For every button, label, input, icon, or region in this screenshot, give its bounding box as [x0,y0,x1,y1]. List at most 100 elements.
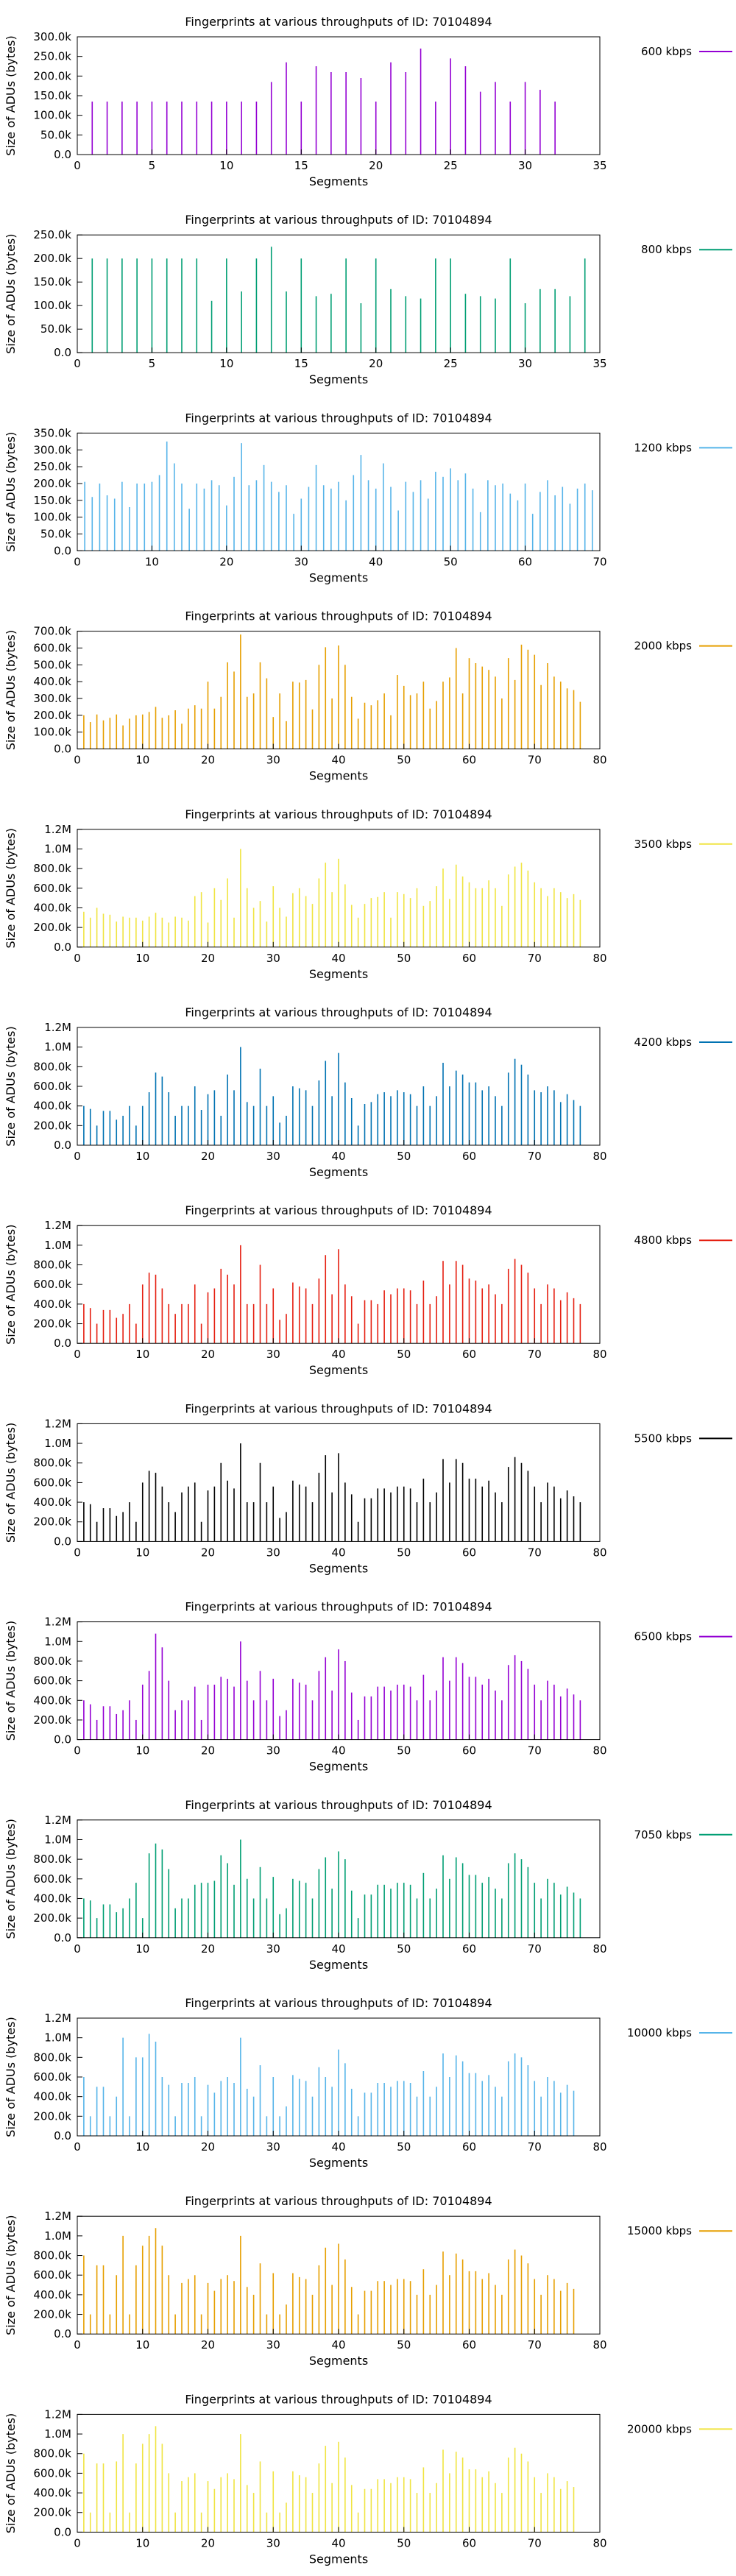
x-tick-label: 80 [592,1744,606,1758]
y-tick-label: 200.0k [33,2109,71,2123]
y-axis-label: Size of ADUs (bytes) [4,1423,18,1543]
x-tick-label: 70 [592,555,606,568]
x-tick-label: 80 [592,1942,606,1956]
y-tick-label: 200.0k [33,1317,71,1331]
x-tick-label: 10 [135,1942,149,1956]
y-tick-label: 700.0k [33,625,71,638]
y-tick-label: 0.0 [54,941,71,954]
x-tick-label: 0 [74,357,81,370]
x-tick-label: 0 [74,754,81,767]
x-tick-label: 60 [462,1744,476,1758]
y-tick-label: 600.0k [33,1080,71,1093]
x-tick-label: 70 [528,2536,542,2550]
x-tick-label: 70 [528,2338,542,2352]
y-tick-label: 400.0k [33,675,71,688]
y-tick-label: 1.0M [44,2031,71,2045]
x-tick-label: 10 [135,2338,149,2352]
chart-title: Fingerprints at various throughputs of I… [185,1996,492,2010]
legend-label: 3500 kbps [634,838,693,851]
x-tick-label: 40 [331,2140,345,2154]
y-tick-label: 1.2M [44,1616,71,1629]
y-tick-label: 300.0k [33,30,71,43]
x-tick-label: 70 [528,1942,542,1956]
x-tick-label: 15 [294,159,308,172]
x-tick-label: 40 [331,952,345,965]
x-tick-label: 80 [592,1348,606,1361]
y-tick-label: 400.0k [33,2486,71,2499]
legend-label: 5500 kbps [634,1432,693,1445]
x-tick-label: 10 [135,1348,149,1361]
y-tick-label: 1.2M [44,2209,71,2223]
y-axis-label: Size of ADUs (bytes) [4,2413,18,2533]
y-axis-label: Size of ADUs (bytes) [4,1819,18,1939]
x-tick-label: 80 [592,952,606,965]
x-tick-label: 50 [397,2140,411,2154]
legend-label: 6500 kbps [634,1630,693,1643]
x-tick-label: 80 [592,2140,606,2154]
y-tick-label: 200.0k [33,252,71,265]
x-tick-label: 70 [528,952,542,965]
x-tick-label: 40 [331,1546,345,1559]
y-tick-label: 0.0 [54,2129,71,2142]
y-tick-label: 1.2M [44,1219,71,1232]
x-tick-label: 10 [135,2140,149,2154]
legend-label: 1200 kbps [634,441,693,454]
x-tick-label: 25 [444,357,458,370]
y-tick-label: 0.0 [54,1931,71,1945]
y-tick-label: 50.0k [40,128,71,141]
chart-panel: Fingerprints at various throughputs of I… [4,807,732,981]
legend-label: 4800 kbps [634,1234,693,1247]
y-tick-label: 600.0k [33,2268,71,2282]
x-tick-label: 60 [462,1348,476,1361]
y-axis-label: Size of ADUs (bytes) [4,630,18,750]
x-tick-label: 30 [266,1348,280,1361]
y-tick-label: 200.0k [33,1911,71,1925]
legend-label: 600 kbps [641,45,692,58]
x-tick-label: 40 [331,1348,345,1361]
y-tick-label: 600.0k [33,1278,71,1291]
x-axis-label: Segments [309,2354,368,2368]
y-tick-label: 800.0k [33,1259,71,1272]
y-tick-label: 0.0 [54,2525,71,2538]
x-tick-label: 30 [266,1150,280,1163]
y-axis-label: Size of ADUs (bytes) [4,233,18,353]
chart-panel: Fingerprints at various throughputs of I… [4,1005,732,1179]
x-axis-label: Segments [309,1760,368,1774]
x-tick-label: 20 [369,159,383,172]
y-tick-label: 200.0k [33,1713,71,1727]
chart-title: Fingerprints at various throughputs of I… [185,1600,492,1614]
x-tick-label: 0 [74,555,81,568]
x-tick-label: 5 [149,159,156,172]
y-tick-label: 100.0k [33,511,71,524]
x-tick-label: 30 [266,1744,280,1758]
x-axis-label: Segments [309,1165,368,1179]
x-axis-label: Segments [309,570,368,584]
y-tick-label: 600.0k [33,1674,71,1688]
y-tick-label: 400.0k [33,1298,71,1311]
x-tick-label: 70 [528,1150,542,1163]
y-tick-label: 1.0M [44,2427,71,2441]
y-tick-label: 300.0k [33,692,71,705]
x-tick-label: 15 [294,357,308,370]
y-tick-label: 200.0k [33,1515,71,1529]
legend-label: 800 kbps [641,243,692,256]
y-tick-label: 800.0k [33,1655,71,1668]
y-tick-label: 400.0k [33,2288,71,2301]
y-tick-label: 600.0k [33,1476,71,1489]
y-axis-label: Size of ADUs (bytes) [4,2215,18,2335]
x-axis-label: Segments [309,372,368,386]
x-axis-label: Segments [309,967,368,981]
y-tick-label: 200.0k [33,2308,71,2321]
y-tick-label: 1.0M [44,1833,71,1846]
y-tick-label: 1.0M [44,1239,71,1252]
x-tick-label: 60 [462,2140,476,2154]
legend-label: 2000 kbps [634,640,693,653]
y-tick-label: 250.0k [33,460,71,473]
y-tick-label: 200.0k [33,2506,71,2519]
plot-frame [77,36,601,155]
x-axis-label: Segments [309,174,368,188]
y-tick-label: 150.0k [33,275,71,289]
x-tick-label: 50 [397,952,411,965]
x-axis-label: Segments [309,1958,368,1972]
chart-title: Fingerprints at various throughputs of I… [185,2392,492,2406]
